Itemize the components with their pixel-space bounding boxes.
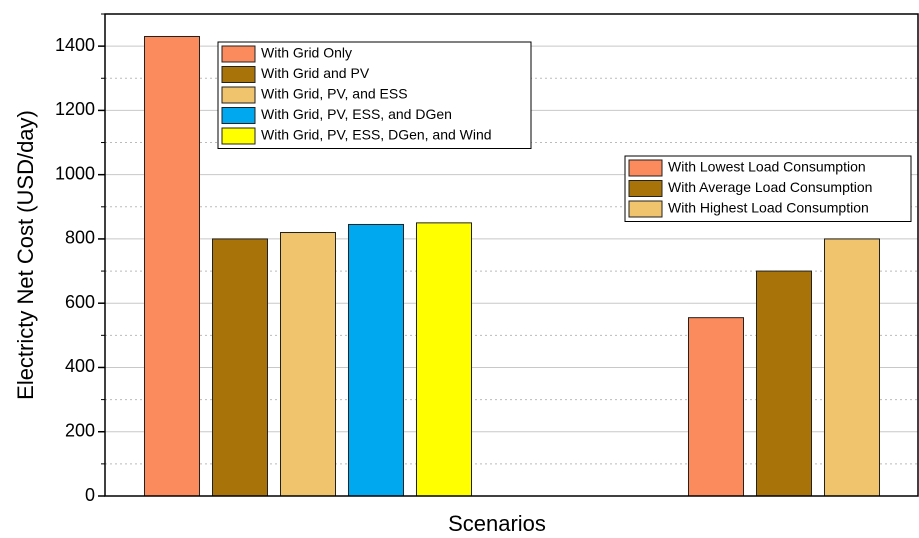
legend-label: With Average Load Consumption	[668, 179, 872, 195]
legend-swatch	[221, 45, 256, 63]
legend-swatch	[221, 66, 256, 83]
y-tick-label: 1000	[55, 163, 95, 183]
legend-swatch	[221, 127, 256, 145]
bar	[688, 317, 744, 497]
y-tick-label: 600	[65, 292, 95, 312]
y-tick-label: 200	[65, 420, 95, 440]
y-tick-label: 1400	[55, 35, 95, 55]
bar	[280, 232, 336, 497]
bar	[824, 238, 880, 497]
y-tick-label: 800	[65, 228, 95, 248]
legend-swatch	[221, 86, 256, 104]
bar	[756, 270, 812, 497]
y-axis-label: Electricty Net Cost (USD/day)	[13, 110, 38, 400]
legend-label: With Grid, PV, ESS, and DGen	[261, 106, 452, 122]
legend-label: With Grid and PV	[261, 65, 370, 81]
legend-swatch	[628, 159, 663, 177]
bar	[212, 238, 268, 497]
legend-label: With Grid Only	[261, 45, 352, 61]
y-tick-label: 400	[65, 356, 95, 376]
legend-box	[624, 155, 912, 222]
bar	[416, 222, 472, 497]
legend-label: With Highest Load Consumption	[668, 200, 869, 216]
legend-label: With Grid, PV, ESS, DGen, and Wind	[261, 127, 492, 143]
x-axis-label: Scenarios	[448, 511, 546, 536]
legend-swatch	[628, 180, 663, 197]
bar	[348, 223, 404, 497]
y-tick-label: 0	[85, 485, 95, 505]
bar	[144, 35, 200, 497]
legend-label: With Grid, PV, and ESS	[261, 86, 408, 102]
legend-label: With Lowest Load Consumption	[668, 159, 866, 175]
legend-swatch	[221, 107, 256, 124]
plot-frame	[104, 13, 919, 497]
legend-swatch	[628, 200, 663, 218]
legend-box	[217, 41, 532, 149]
y-tick-label: 1200	[55, 99, 95, 119]
